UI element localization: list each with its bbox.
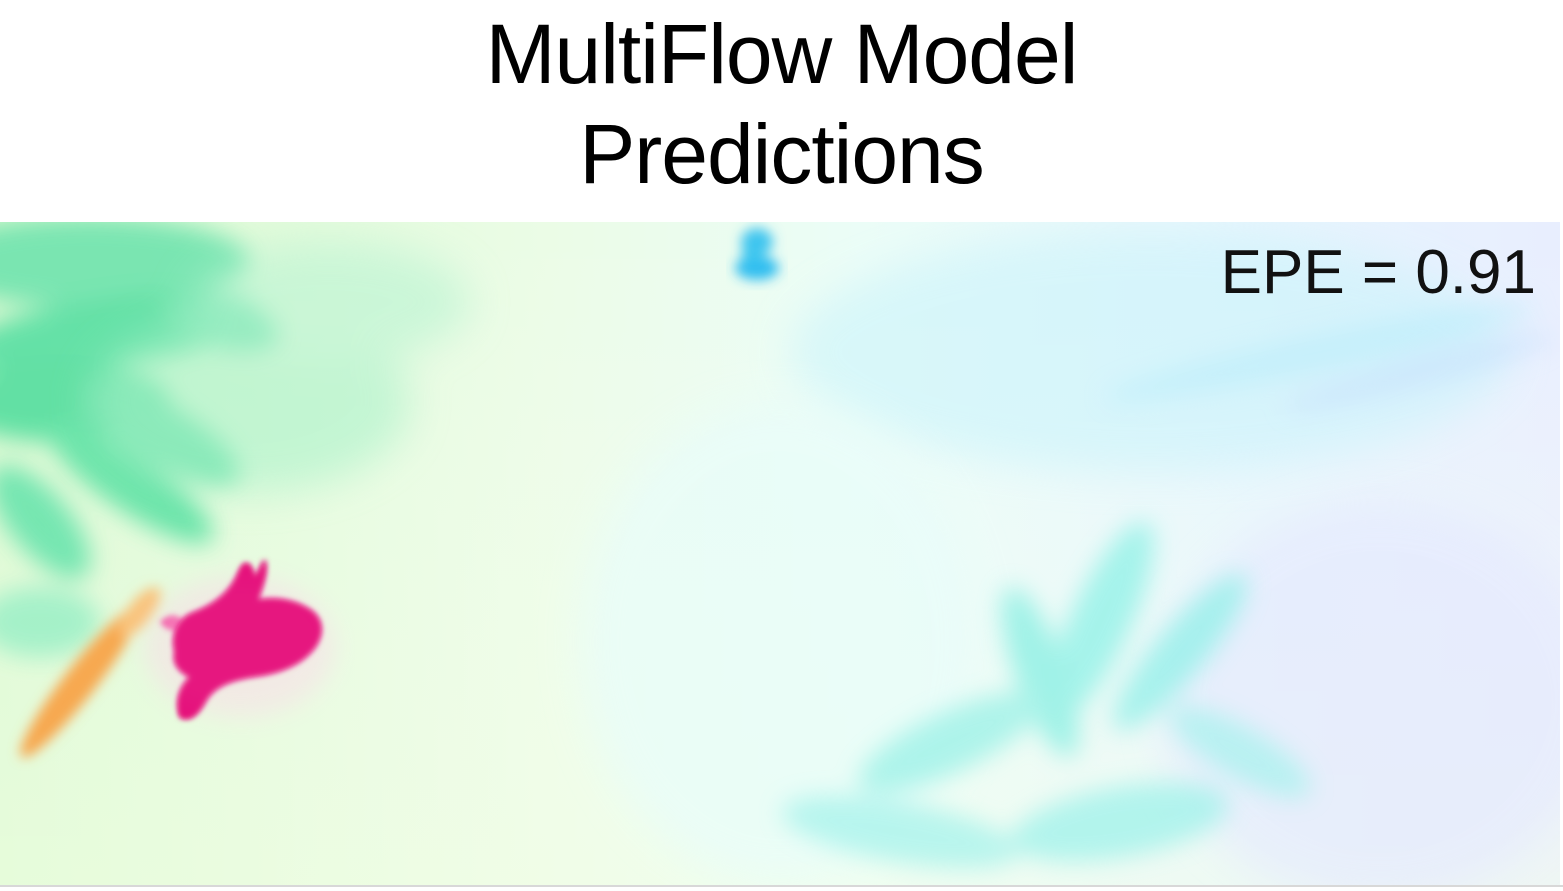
- foliage-lower-right: [781, 521, 1311, 869]
- figure-title: MultiFlow Model Predictions: [0, 0, 1563, 222]
- bottom-divider: [0, 885, 1563, 887]
- title-line-1: MultiFlow Model: [485, 7, 1079, 101]
- flow-prediction-image: EPE = 0.91: [0, 222, 1560, 885]
- flow-field-graphic: [0, 222, 1560, 885]
- blue-blob: [735, 228, 779, 280]
- epe-metric-label: EPE = 0.91: [1220, 238, 1536, 307]
- orange-streak: [20, 587, 161, 758]
- title-line-2: Predictions: [579, 107, 985, 201]
